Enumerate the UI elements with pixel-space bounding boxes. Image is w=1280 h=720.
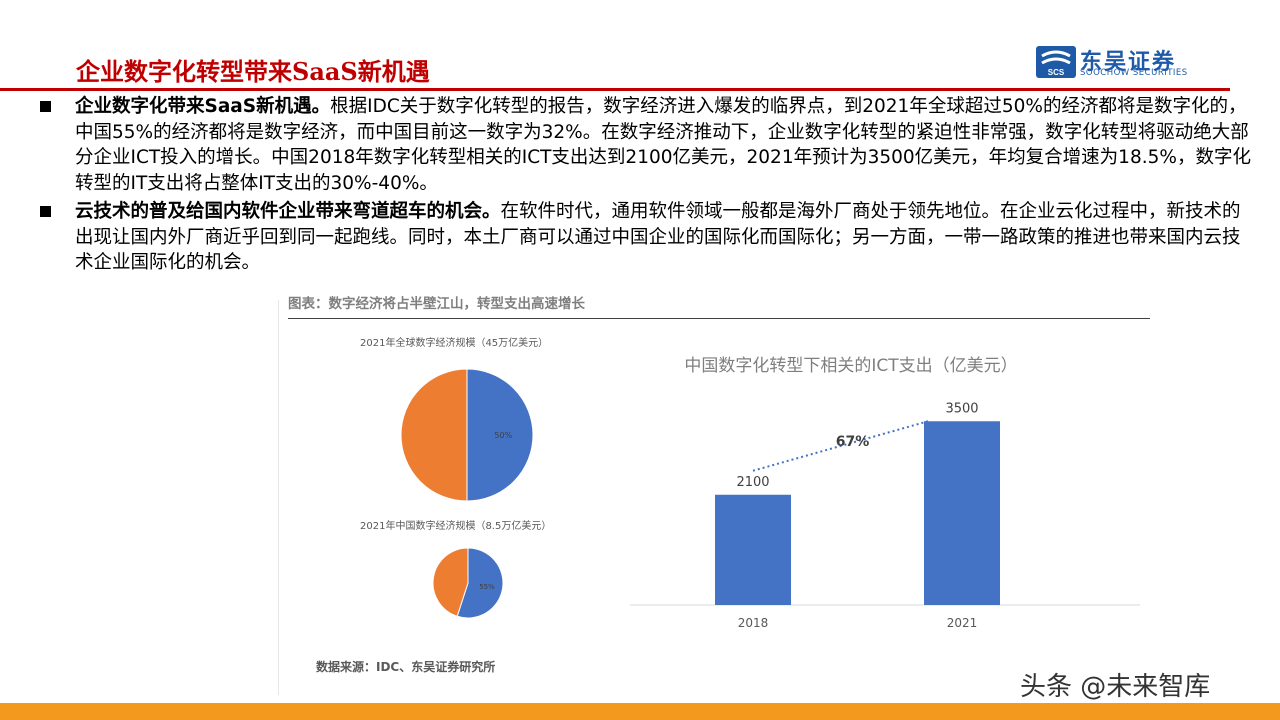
page-title: 企业数字化转型带来SaaS新机遇 bbox=[76, 57, 430, 86]
bar bbox=[924, 421, 1000, 605]
company-logo: SCS 东吴证券 SOOCHOW SECURITIES bbox=[1036, 44, 1221, 80]
bullet-item: 云技术的普及给国内软件企业带来弯道超车的机会。在软件时代，通用软件领域一般都是海… bbox=[40, 199, 1255, 276]
logo-mark-icon: SCS bbox=[1036, 46, 1076, 78]
data-source: 数据来源：IDC、东吴证券研究所 bbox=[316, 660, 496, 674]
pie-slice-label: 55% bbox=[479, 583, 495, 591]
x-tick-label: 2021 bbox=[947, 616, 978, 630]
pie-chart-china: 55% bbox=[432, 547, 504, 619]
logo-mark-text: SCS bbox=[1048, 68, 1065, 77]
bullet-heading: 云技术的普及给国内软件企业带来弯道超车的机会。 bbox=[75, 201, 501, 222]
pie-global-title: 2021年全球数字经济规模（45万亿美元） bbox=[360, 338, 549, 349]
x-tick-label: 2018 bbox=[738, 616, 769, 630]
bullet-list: 企业数字化带来SaaS新机遇。根据IDC关于数字化转型的报告，数字经济进入爆发的… bbox=[40, 94, 1255, 279]
growth-trend-line bbox=[752, 420, 929, 472]
figure-title: 图表：数字经济将占半壁江山，转型支出高速增长 bbox=[288, 296, 585, 312]
pie-slice bbox=[456, 547, 504, 619]
watermark-text: 头条 @未来智库 bbox=[1020, 672, 1211, 702]
bar-data-label: 2100 bbox=[736, 475, 769, 490]
bullet-square-icon bbox=[40, 101, 51, 112]
figure-divider bbox=[288, 318, 1150, 319]
pie-slice bbox=[432, 547, 469, 617]
bullet-heading: 企业数字化带来SaaS新机遇。 bbox=[75, 96, 331, 117]
pie-slice bbox=[466, 368, 534, 502]
bar-chart-ict: 中国数字化转型下相关的ICT支出（亿美元） 2100 2018 3500 2021 67… bbox=[630, 356, 1140, 630]
pie-slice-label: 50% bbox=[494, 431, 512, 440]
figure-header: 图表：数字经济将占半壁江山，转型支出高速增长 bbox=[288, 292, 1150, 319]
footer-bar bbox=[0, 703, 1280, 720]
pie-chart-global: 50% bbox=[400, 368, 534, 502]
figure-left-border bbox=[278, 300, 279, 695]
bar-chart-title: 中国数字化转型下相关的ICT支出（亿美元） bbox=[684, 356, 1017, 376]
logo-en-text: SOOCHOW SECURITIES bbox=[1080, 68, 1188, 78]
pie-china-title: 2021年中国数字经济规模（8.5万亿美元） bbox=[360, 521, 552, 532]
pie-slice bbox=[400, 368, 468, 502]
growth-annotation: 67% bbox=[836, 434, 870, 450]
bar-data-label: 3500 bbox=[945, 401, 978, 416]
logo-cn-text: 东吴证券 bbox=[1080, 50, 1177, 75]
bullet-text: 根据IDC关于数字化转型的报告，数字经济进入爆发的临界点，到2021年全球超过5… bbox=[75, 96, 1251, 194]
bullet-text: 在软件时代，通用软件领域一般都是海外厂商处于领先地位。在企业云化过程中，新技术的… bbox=[75, 201, 1241, 273]
bullet-item: 企业数字化带来SaaS新机遇。根据IDC关于数字化转型的报告，数字经济进入爆发的… bbox=[40, 94, 1255, 196]
title-divider bbox=[0, 88, 1230, 91]
bar bbox=[715, 494, 791, 605]
bullet-square-icon bbox=[40, 206, 51, 217]
